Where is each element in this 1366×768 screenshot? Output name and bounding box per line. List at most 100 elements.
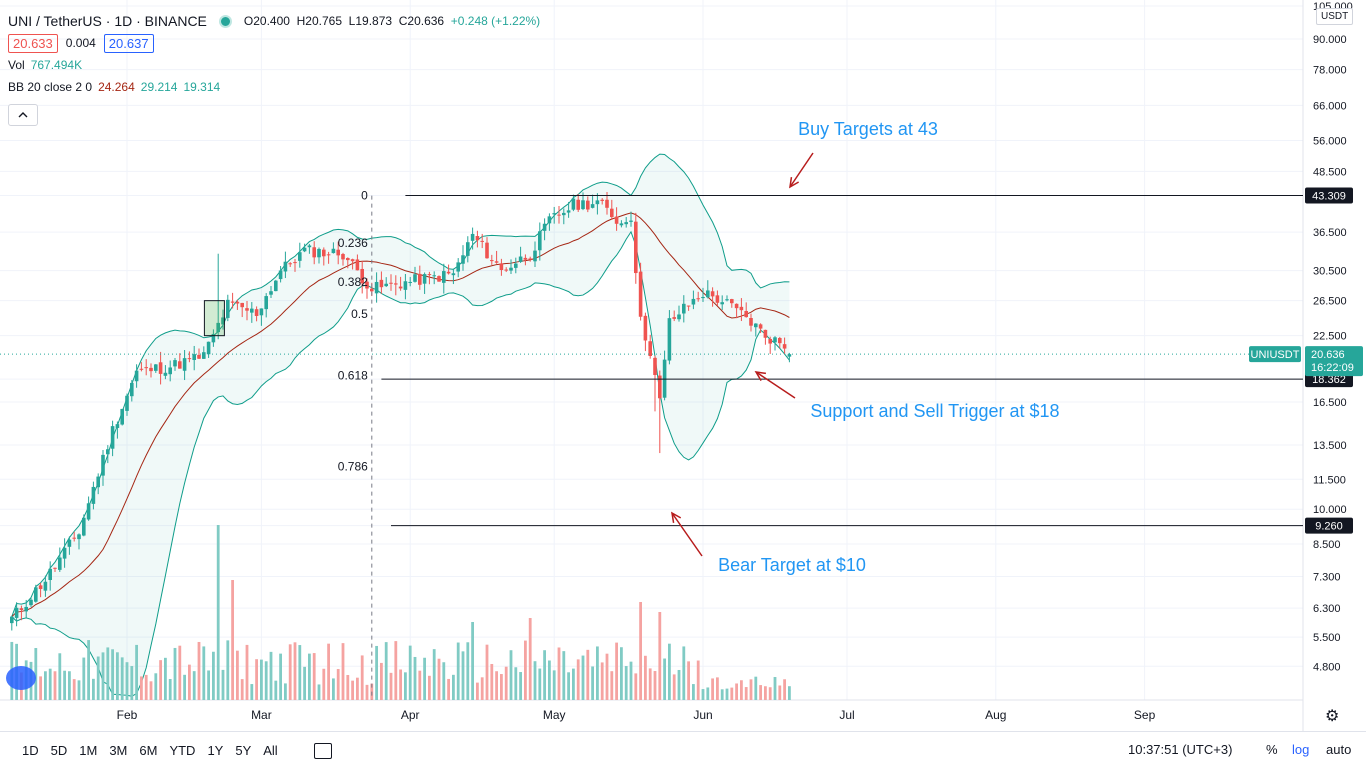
volume-bar — [380, 662, 383, 700]
log-scale-toggle[interactable]: log — [1292, 742, 1310, 757]
candle-body — [317, 248, 321, 258]
highlight-rectangle[interactable] — [203, 300, 225, 337]
candle-body — [744, 310, 748, 318]
annotation-arrow[interactable] — [755, 371, 796, 399]
volume-bar — [735, 683, 738, 700]
candle-body — [178, 361, 182, 369]
timeframe-1d[interactable]: 1D — [22, 743, 39, 758]
volume-bar — [504, 666, 508, 700]
candle-body — [682, 303, 686, 314]
timeframe-1y[interactable]: 1Y — [207, 743, 224, 758]
volume-bar — [423, 657, 426, 700]
tradingview-logo-icon[interactable] — [6, 666, 36, 690]
candle-body — [446, 271, 451, 274]
timeframe-1m[interactable]: 1M — [79, 743, 98, 758]
annotation-text[interactable]: Buy Targets at 43 — [798, 119, 938, 139]
annotation-arrow[interactable] — [789, 152, 814, 188]
volume-bar — [140, 676, 143, 700]
candle-body — [643, 315, 648, 341]
volume-bar — [135, 644, 138, 700]
collapse-legend-button[interactable] — [8, 104, 38, 126]
price-tick-label: 30.500 — [1313, 266, 1347, 278]
volume-bar — [48, 668, 52, 700]
volume-bar — [53, 671, 57, 700]
chart-canvas[interactable]: 00.2360.3820.50.6180.786105.00090.00078.… — [0, 0, 1366, 731]
volume-bar — [428, 675, 431, 700]
volume-bar — [322, 668, 326, 700]
candle-body — [29, 599, 33, 606]
volume-bar — [192, 671, 196, 700]
auto-scale-toggle[interactable]: auto — [1326, 742, 1352, 757]
timeframe-all[interactable]: All — [263, 743, 278, 758]
candle-body — [562, 212, 566, 216]
candle-body — [638, 271, 643, 317]
candle-body — [653, 357, 657, 375]
annotation-text[interactable]: Support and Sell Trigger at $18 — [810, 401, 1059, 421]
timeframe-5d[interactable]: 5D — [50, 743, 68, 758]
candle-body — [365, 281, 369, 289]
volume-bar — [317, 684, 321, 700]
symbol-title[interactable]: UNI / TetherUS · 1D · BINANCE — [8, 13, 207, 29]
volume-bar — [461, 651, 465, 700]
volume-bar — [274, 680, 278, 700]
candle-body — [389, 282, 393, 284]
volume-bar — [72, 679, 76, 700]
volume-bar — [260, 659, 263, 700]
fib-level-label: 0.236 — [338, 236, 368, 250]
candle-body — [158, 362, 163, 374]
candle-body — [533, 250, 537, 262]
candle-body — [206, 341, 211, 355]
candle-body — [749, 318, 753, 326]
chart-legend: UNI / TetherUS · 1D · BINANCE O20.400 H2… — [8, 10, 540, 126]
volume-bar — [183, 674, 186, 700]
price-tick-label: 22.500 — [1313, 331, 1347, 343]
volume-bar — [346, 674, 350, 700]
candle-body — [427, 274, 432, 276]
annotation-arrow[interactable] — [671, 512, 703, 557]
candle-body — [110, 426, 115, 449]
buy-price-button[interactable]: 20.637 — [103, 33, 154, 53]
volume-bar — [327, 643, 330, 700]
gear-icon[interactable]: ⚙ — [1325, 708, 1340, 725]
timeframe-5y[interactable]: 5Y — [235, 743, 252, 758]
fib-level-label: 0.618 — [338, 368, 368, 382]
volume-bar — [543, 650, 546, 700]
volume-bar — [524, 640, 527, 700]
timeframe-ytd[interactable]: YTD — [169, 743, 196, 758]
volume-bar — [240, 679, 244, 700]
volume-bar — [788, 686, 791, 700]
volume-legend[interactable]: Vol 767.494K — [8, 58, 83, 72]
candle-body — [149, 367, 153, 372]
candle-body — [725, 299, 729, 301]
volume-bar — [188, 664, 191, 700]
volume-bar — [576, 659, 580, 700]
candle-body — [77, 534, 81, 540]
clock[interactable]: 10:37:51 (UTC+3) — [1128, 742, 1233, 757]
candle-body — [34, 587, 38, 602]
candle-body — [202, 352, 206, 359]
bollinger-legend[interactable]: BB 20 close 2 0 24.264 29.214 19.314 — [8, 80, 221, 94]
candle-body — [192, 354, 196, 361]
candle-body — [264, 296, 268, 310]
volume-bar — [701, 689, 705, 700]
candle-body — [552, 213, 556, 215]
volume-bar — [63, 670, 66, 700]
bollinger-upper-line — [11, 153, 790, 617]
annotation-text[interactable]: Bear Target at $10 — [718, 555, 866, 575]
fib-level-label: 0.5 — [351, 307, 368, 321]
timeframe-3m[interactable]: 3M — [109, 743, 128, 758]
candle-body — [130, 382, 134, 397]
candle-body — [14, 607, 19, 618]
sell-price-button[interactable]: 20.633 — [8, 33, 58, 53]
volume-bar — [610, 671, 614, 700]
timeframe-6m[interactable]: 6M — [139, 743, 158, 758]
price-tick-label: 13.500 — [1313, 440, 1347, 452]
volume-bar — [572, 668, 575, 700]
volume-bar — [672, 674, 676, 700]
volume-bar — [245, 644, 249, 700]
percent-scale-toggle[interactable]: % — [1266, 742, 1278, 757]
volume-bar — [269, 651, 273, 700]
candle-body — [24, 606, 28, 612]
price-tick-label: 78.000 — [1313, 65, 1347, 77]
calendar-icon[interactable] — [313, 742, 332, 759]
